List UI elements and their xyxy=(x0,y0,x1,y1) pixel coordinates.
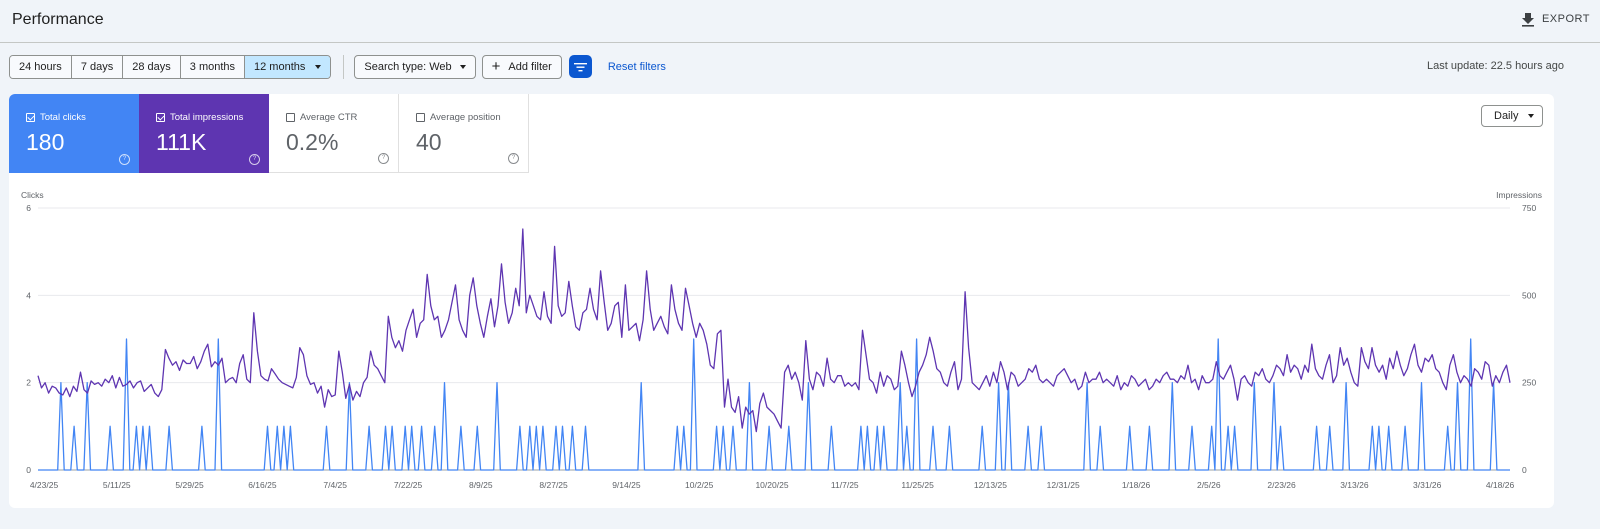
x-tick-label: 2/23/26 xyxy=(1267,480,1296,490)
metric-label: Average position xyxy=(430,112,501,123)
left-tick-label: 4 xyxy=(26,290,31,300)
filter-bar: 24 hours 7 days 28 days 3 months 12 mont… xyxy=(9,54,666,79)
metric-average-position[interactable]: Average position 40 ? xyxy=(399,94,529,173)
metric-total-impressions[interactable]: Total impressions 111K ? xyxy=(139,94,269,173)
add-filter-button[interactable]: + Add filter xyxy=(481,54,562,79)
chevron-down-icon xyxy=(459,64,466,69)
left-tick-label: 2 xyxy=(26,378,31,388)
export-label: EXPORT xyxy=(1541,13,1590,25)
x-tick-label: 5/11/25 xyxy=(103,480,131,490)
range-28-days[interactable]: 28 days xyxy=(123,55,181,78)
series-line-impressions xyxy=(37,228,1511,433)
series-line-clicks xyxy=(38,338,1510,471)
add-filter-label: Add filter xyxy=(508,60,552,73)
right-tick-label: 500 xyxy=(1522,290,1536,300)
page-title: Performance xyxy=(12,11,104,28)
plus-icon: + xyxy=(491,57,501,75)
metric-total-clicks[interactable]: Total clicks 180 ? xyxy=(9,94,139,173)
x-tick-label: 10/20/25 xyxy=(755,480,788,490)
metric-value: 180 xyxy=(26,129,65,155)
metric-value: 0.2% xyxy=(286,129,339,155)
right-tick-label: 0 xyxy=(1522,465,1527,475)
filter-lines-icon xyxy=(573,62,587,71)
help-icon[interactable]: ? xyxy=(378,153,389,164)
help-icon[interactable]: ? xyxy=(508,153,519,164)
x-tick-label: 11/25/25 xyxy=(901,480,934,490)
x-tick-label: 3/31/26 xyxy=(1413,480,1442,490)
right-tick-label: 250 xyxy=(1522,378,1536,388)
x-tick-label: 8/9/25 xyxy=(469,480,493,490)
metric-value: 40 xyxy=(416,129,442,155)
right-axis-label: Impressions xyxy=(1496,190,1542,200)
filter-settings-button[interactable] xyxy=(568,55,592,78)
x-tick-label: 9/14/25 xyxy=(612,480,641,490)
metric-label: Total impressions xyxy=(170,112,244,123)
chevron-down-icon xyxy=(315,64,322,69)
x-tick-label: 10/2/25 xyxy=(685,480,714,490)
x-tick-label: 8/27/25 xyxy=(539,480,568,490)
chevron-down-icon xyxy=(1528,114,1534,118)
x-tick-label: 2/5/26 xyxy=(1197,480,1221,490)
x-tick-label: 12/13/25 xyxy=(974,480,1007,490)
date-range-selector: 24 hours 7 days 28 days 3 months 12 mont… xyxy=(9,54,332,79)
performance-chart: Clicks Impressions 0 2 4 6 0 250 500 750 4/23/25… xyxy=(21,190,1542,490)
granularity-label: Daily xyxy=(1494,110,1519,122)
checkbox-icon[interactable] xyxy=(26,113,35,122)
left-tick-label: 0 xyxy=(26,465,31,475)
x-tick-label: 4/23/25 xyxy=(30,480,59,490)
range-3-months[interactable]: 3 months xyxy=(180,55,246,78)
checkbox-icon[interactable] xyxy=(416,113,425,122)
x-tick-label: 12/31/25 xyxy=(1047,480,1080,490)
x-tick-label: 1/18/26 xyxy=(1122,480,1151,490)
download-icon xyxy=(1521,13,1534,27)
export-button[interactable]: EXPORT xyxy=(1520,11,1590,27)
metric-value: 111K xyxy=(156,129,207,155)
metric-label: Average CTR xyxy=(300,112,358,123)
range-12-months-label: 12 months xyxy=(254,60,306,73)
x-tick-label: 7/4/25 xyxy=(323,480,347,490)
metric-average-ctr[interactable]: Average CTR 0.2% ? xyxy=(269,94,399,173)
x-tick-label: 4/18/26 xyxy=(1486,480,1515,490)
last-update-text: Last update: 22.5 hours ago xyxy=(1427,60,1564,72)
top-bar: Performance EXPORT xyxy=(0,0,1600,43)
reset-filters-link[interactable]: Reset filters xyxy=(607,60,666,73)
help-icon[interactable]: ? xyxy=(249,154,260,165)
x-tick-label: 3/13/26 xyxy=(1340,480,1369,490)
search-type-dropdown[interactable]: Search type: Web xyxy=(354,54,476,79)
x-tick-label: 11/7/25 xyxy=(831,480,859,490)
range-24-hours[interactable]: 24 hours xyxy=(10,55,72,78)
granularity-dropdown[interactable]: Daily xyxy=(1481,105,1543,127)
checkbox-icon[interactable] xyxy=(156,113,165,122)
search-type-label: Search type: Web xyxy=(364,60,452,73)
x-tick-label: 5/29/25 xyxy=(175,480,204,490)
left-tick-label: 6 xyxy=(26,203,31,213)
range-7-days[interactable]: 7 days xyxy=(71,55,124,78)
filter-divider xyxy=(343,54,345,79)
help-icon[interactable]: ? xyxy=(119,154,130,165)
performance-card: Total clicks 180 ? Total impressions 111… xyxy=(9,94,1554,508)
checkbox-icon[interactable] xyxy=(286,113,295,122)
left-axis-label: Clicks xyxy=(21,190,44,200)
x-tick-label: 7/22/25 xyxy=(394,480,423,490)
range-12-months[interactable]: 12 months xyxy=(245,55,331,78)
x-tick-label: 6/16/25 xyxy=(248,480,277,490)
right-tick-label: 750 xyxy=(1522,203,1536,213)
metric-label: Total clicks xyxy=(40,112,86,123)
